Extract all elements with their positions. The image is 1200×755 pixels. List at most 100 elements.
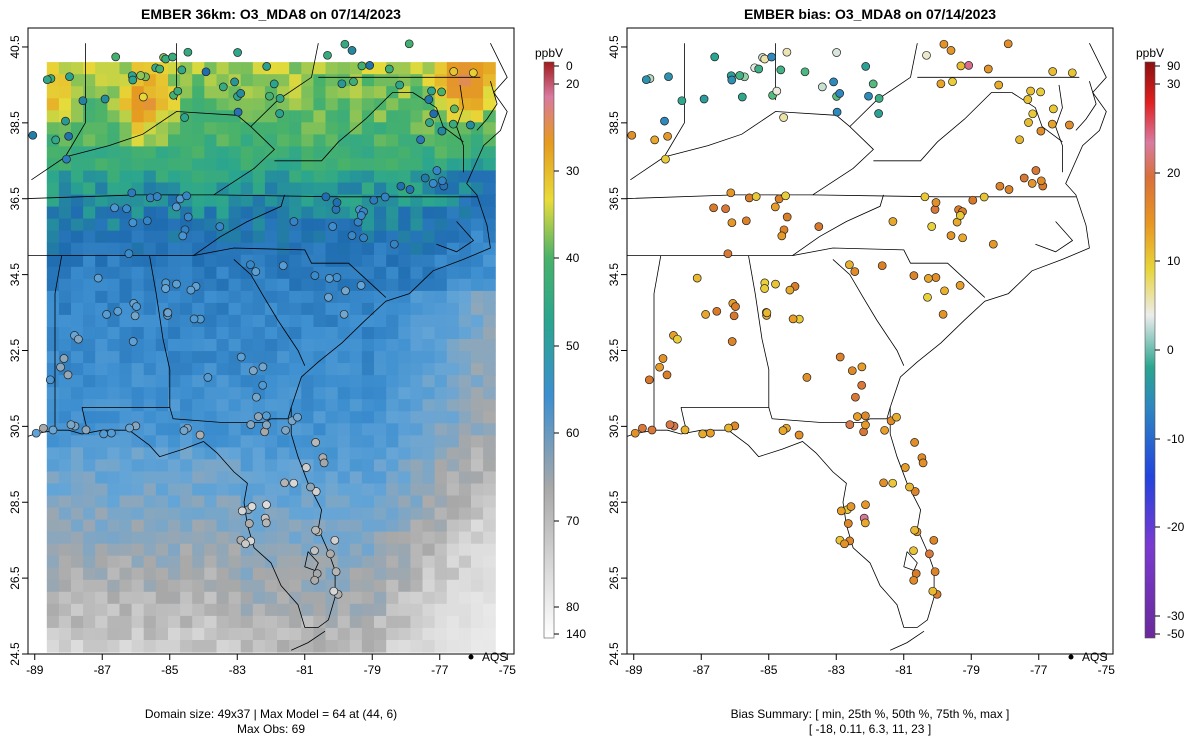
model-cell (301, 290, 314, 304)
boundary-line (64, 43, 86, 158)
model-cell (277, 627, 290, 641)
model-cell (422, 242, 436, 256)
model-cell (131, 555, 145, 569)
bias-point (721, 204, 730, 214)
model-cell (180, 170, 193, 184)
model-cell (483, 591, 496, 605)
model-cell (422, 507, 436, 521)
y-tick-label: 30.5 (8, 414, 22, 438)
model-cell (95, 603, 108, 617)
model-cell (46, 218, 60, 232)
model-cell (458, 495, 472, 509)
model-cell (168, 579, 181, 593)
model-cell (58, 459, 72, 472)
model-cell (483, 399, 496, 412)
model-cell (204, 591, 217, 605)
model-cell (361, 483, 375, 497)
model-cell (325, 447, 339, 460)
model-cell (143, 110, 157, 123)
station-point (241, 539, 250, 549)
model-cell (155, 206, 169, 220)
boundary-line (630, 43, 918, 181)
model-cell (119, 399, 133, 412)
model-cell (46, 110, 60, 123)
model-cell (131, 519, 145, 533)
model-cell (216, 567, 230, 581)
bias-point (910, 525, 919, 535)
model-cell (95, 170, 108, 184)
bias-point (988, 239, 998, 249)
model-cell (46, 399, 60, 412)
model-cell (143, 266, 157, 280)
right-bias-points (627, 39, 1077, 599)
model-cell (180, 459, 193, 472)
model-cell (349, 375, 363, 388)
model-cell (386, 387, 399, 400)
model-cell (398, 375, 411, 388)
model-cell (325, 495, 339, 509)
model-cell (471, 615, 484, 629)
model-cell (143, 134, 157, 147)
model-cell (143, 158, 157, 171)
model-cell (349, 555, 363, 569)
model-cell (143, 411, 157, 424)
model-cell (337, 411, 351, 424)
model-cell (252, 98, 266, 111)
model-cell (216, 387, 230, 400)
model-cell (252, 339, 266, 352)
model-cell (289, 447, 302, 460)
model-cell (58, 543, 72, 557)
model-cell (483, 302, 496, 316)
model-cell (204, 206, 217, 220)
model-cell (58, 507, 72, 521)
right-plot-area: -89 -87 -85 -83 -81 -79 -77 -75 24.526.528.530.… (607, 27, 1115, 677)
model-cell (119, 158, 133, 171)
left-plot-frame (27, 27, 515, 655)
station-point (437, 126, 447, 136)
station-point (64, 131, 73, 141)
model-cell (252, 447, 266, 460)
model-cell (252, 290, 266, 304)
model-cell (180, 519, 193, 533)
model-cell (471, 423, 484, 436)
x-tick-label: -75 (499, 663, 517, 677)
model-cell (410, 254, 424, 268)
model-cell (471, 206, 484, 220)
model-cell (325, 459, 339, 472)
model-cell (410, 387, 424, 400)
model-cell (192, 507, 205, 521)
model-cell (446, 278, 460, 292)
model-cell (216, 110, 230, 123)
model-cell (131, 495, 145, 509)
station-point (319, 458, 329, 468)
model-cell (349, 567, 363, 581)
model-cell (434, 206, 448, 220)
model-cell (192, 134, 205, 147)
model-cell (434, 615, 448, 629)
model-cell (458, 62, 472, 75)
model-cell (155, 411, 169, 424)
bias-point (880, 425, 889, 435)
station-point (310, 271, 320, 280)
model-cell (337, 399, 351, 412)
model-cell (410, 579, 424, 593)
station-point (81, 425, 91, 435)
model-cell (301, 375, 314, 388)
model-cell (483, 543, 496, 557)
model-cell (289, 266, 302, 280)
model-cell (180, 86, 193, 99)
station-point (172, 279, 181, 289)
model-cell (204, 640, 217, 653)
model-cell (192, 146, 205, 159)
model-cell (337, 555, 351, 569)
model-cell (374, 615, 387, 629)
bias-point (650, 135, 660, 145)
station-point (265, 91, 274, 101)
model-cell (471, 640, 484, 653)
model-cell (313, 399, 327, 412)
model-cell (337, 627, 351, 641)
model-cell (216, 543, 230, 557)
model-cell (228, 375, 242, 388)
model-cell (422, 339, 436, 352)
model-cell (458, 86, 472, 99)
